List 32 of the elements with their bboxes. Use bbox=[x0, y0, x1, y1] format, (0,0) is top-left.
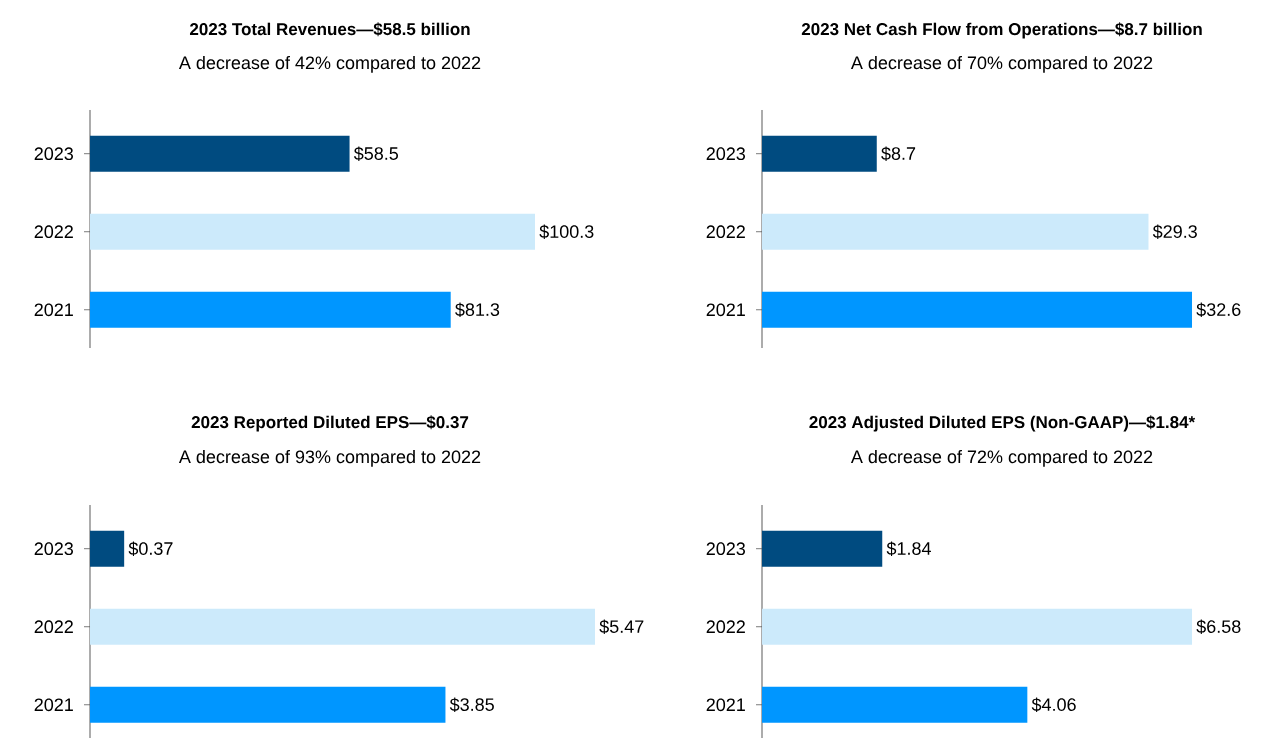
data-label: $29.3 bbox=[1152, 224, 1197, 240]
chart-subtitle: A decrease of 72% compared to 2022 bbox=[850, 449, 1153, 467]
chart-title: 2023 Total Revenues—$58.5 billion bbox=[189, 22, 470, 37]
y-tick-label: 2022 bbox=[34, 620, 73, 634]
data-label: $58.5 bbox=[353, 146, 399, 161]
y-tick-label: 2022 bbox=[706, 225, 745, 239]
data-label: $32.6 bbox=[1196, 302, 1241, 318]
y-tick-label: 2021 bbox=[34, 698, 73, 712]
data-label: $8.7 bbox=[881, 146, 916, 161]
y-tick-label: 2023 bbox=[706, 147, 746, 161]
y-tick-label: 2023 bbox=[34, 542, 74, 556]
y-tick-label: 2021 bbox=[34, 303, 73, 317]
data-label: $100.3 bbox=[539, 224, 594, 240]
chart-title: 2023 Adjusted Diluted EPS (Non-GAAP)—$1.84* bbox=[809, 415, 1196, 432]
y-tick-label: 2023 bbox=[34, 147, 74, 161]
data-label: $81.3 bbox=[455, 302, 500, 318]
data-label: $6.58 bbox=[1196, 619, 1241, 635]
chart-title: 2023 Net Cash Flow from Operations—$8.7 billion bbox=[801, 22, 1202, 39]
y-tick-label: 2021 bbox=[706, 303, 745, 317]
chart-title: 2023 Reported Diluted EPS—$0.37 bbox=[191, 415, 469, 432]
chart-subtitle: A decrease of 70% compared to 2022 bbox=[850, 55, 1153, 73]
chart-subtitle: A decrease of 42% compared to 2022 bbox=[178, 55, 481, 73]
data-label: $4.06 bbox=[1031, 697, 1076, 713]
chart-subtitle: A decrease of 93% compared to 2022 bbox=[178, 449, 481, 467]
data-label: $1.84 bbox=[886, 541, 931, 556]
data-label: $0.37 bbox=[128, 541, 173, 556]
y-tick-label: 2022 bbox=[34, 225, 73, 239]
y-tick-label: 2023 bbox=[706, 542, 746, 556]
data-label: $5.47 bbox=[599, 619, 644, 635]
y-tick-label: 2022 bbox=[706, 620, 745, 634]
data-label: $3.85 bbox=[449, 697, 494, 713]
y-tick-label: 2021 bbox=[706, 698, 745, 712]
